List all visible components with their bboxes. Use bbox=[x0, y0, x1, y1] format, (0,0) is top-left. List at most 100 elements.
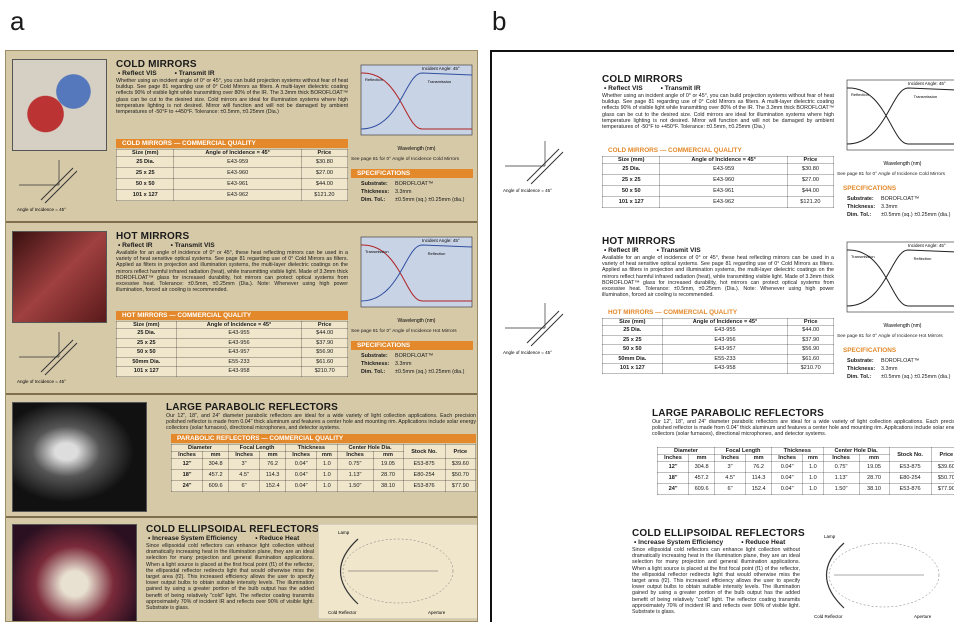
column-header: Angle of Incidence = 45° bbox=[660, 157, 787, 164]
unit-header: Inches bbox=[229, 452, 260, 459]
product-section: Angle of Incidence = 45°COLD MIRRORS• Re… bbox=[492, 66, 954, 238]
table-cell: 0.04" bbox=[772, 462, 803, 473]
table-cell: 12" bbox=[658, 462, 689, 473]
table-row: 50 x 50E43-957$56.90 bbox=[117, 348, 348, 358]
column-header: Size (mm) bbox=[603, 157, 660, 164]
table-row: 101 x 127E43-958$210.70 bbox=[117, 367, 348, 377]
table-cell: 50 x 50 bbox=[117, 179, 174, 190]
graph-title: Incident Angle: 45° bbox=[422, 238, 460, 243]
table-cell: E43-957 bbox=[662, 345, 788, 355]
table-cell: 18" bbox=[658, 473, 689, 484]
table-row: 25 x 25E43-960$27.00 bbox=[603, 175, 834, 186]
table-cell: 76.2 bbox=[260, 459, 286, 470]
mirror-line bbox=[41, 168, 73, 200]
table-row: 50mm Dia.E55-233$61.60 bbox=[603, 354, 834, 364]
spec-row: Substrate:BOROFLOAT™ bbox=[847, 358, 954, 364]
graph-xlabel: Wavelength (nm) bbox=[398, 318, 436, 324]
diagram-label: Angle of Incidence = 45° bbox=[503, 188, 552, 193]
table-cell: E53-875 bbox=[403, 459, 445, 470]
spec-value: ±0.5mm (sq.) ±0.25mm (dia.) bbox=[881, 374, 950, 380]
table-row: 12"304.83"76.20.04"1.00.75"19.05E53-875$… bbox=[172, 459, 476, 470]
product-section: Angle of Incidence = 45°HOT MIRRORS• Ref… bbox=[6, 223, 477, 395]
table-cell: 0.04" bbox=[286, 470, 317, 481]
mirror-line bbox=[41, 340, 73, 372]
specs-title: SPECIFICATIONS bbox=[837, 346, 954, 355]
bullets: • Reflect VIS• Transmit IR bbox=[118, 70, 233, 77]
graph-xlabel: Wavelength (nm) bbox=[398, 146, 436, 152]
bullet: • Reflect IR bbox=[604, 247, 639, 254]
photo bbox=[12, 402, 147, 512]
price-table: DiameterFocal LengthThicknessCenter Hole… bbox=[657, 447, 954, 495]
table-cell: 1.0 bbox=[803, 484, 823, 495]
table-cell: $39.60 bbox=[931, 462, 954, 473]
price-table: Size (mm)Angle of Incidence = 45°Price25… bbox=[602, 156, 834, 208]
table-cell: $50.70 bbox=[931, 473, 954, 484]
note: See page 81 for 0° Angle of Incidence Co… bbox=[837, 172, 954, 177]
spec-row: Thickness:3.3mm bbox=[361, 361, 473, 367]
table-cell: 457.2 bbox=[689, 473, 715, 484]
table-cell: 28.70 bbox=[859, 473, 889, 484]
spec-label: Dim. Tol.: bbox=[361, 197, 395, 203]
table-cell: 25 Dia. bbox=[603, 164, 660, 175]
spectrum-graph: Incident Angle: 45°ReflectionTransmissio… bbox=[837, 76, 954, 168]
spec-row: Substrate:BOROFLOAT™ bbox=[361, 181, 473, 187]
diagram-label: Lamp bbox=[338, 530, 350, 535]
column-header: Price bbox=[301, 150, 347, 157]
table-cell: 19.05 bbox=[373, 459, 403, 470]
table-cell: $27.00 bbox=[301, 168, 347, 179]
bullet: • Reduce Heat bbox=[741, 539, 785, 546]
table-cell: $44.00 bbox=[301, 179, 347, 190]
spec-value: ±0.5mm (sq.) ±0.25mm (dia.) bbox=[395, 197, 464, 203]
table-cell: 1.50" bbox=[823, 484, 859, 495]
diagram-label: Angle of Incidence = 45° bbox=[17, 379, 66, 384]
table-cell: E43-962 bbox=[660, 197, 787, 208]
spec-row: Substrate:BOROFLOAT™ bbox=[361, 353, 473, 359]
table-cell: 25 x 25 bbox=[603, 335, 663, 345]
table-row: 25 Dia.E43-959$30.80 bbox=[603, 164, 834, 175]
table-cell: 1.0 bbox=[317, 470, 337, 481]
table-cell: 1.13" bbox=[337, 470, 373, 481]
unit-header: mm bbox=[203, 452, 229, 459]
spec-label: Thickness: bbox=[361, 189, 395, 195]
table-header-row: Size (mm)Angle of Incidence = 45°Price bbox=[603, 157, 834, 164]
table-row: 101 x 127E43-962$121.20 bbox=[603, 197, 834, 208]
table-cell: 1.13" bbox=[823, 473, 859, 484]
diagram-label: Cold Reflector bbox=[328, 610, 357, 615]
table-cell: $50.70 bbox=[445, 470, 475, 481]
spec-value: 3.3mm bbox=[395, 189, 411, 195]
table-cell: 0.75" bbox=[823, 462, 859, 473]
column-header: Stock No. bbox=[889, 448, 931, 462]
column-header: Focal Length bbox=[715, 448, 772, 455]
bullet: • Transmit VIS bbox=[171, 242, 215, 249]
table-row: 25 Dia.E43-955$44.00 bbox=[117, 329, 348, 339]
spec-value: BOROFLOAT™ bbox=[881, 358, 919, 364]
spectrum-graph: Incident Angle: 45°TransmissionReflectio… bbox=[837, 238, 954, 330]
bullet: • Transmit VIS bbox=[657, 247, 701, 254]
spec-label: Dim. Tol.: bbox=[847, 374, 881, 380]
table-header-row: DiameterFocal LengthThicknessCenter Hole… bbox=[172, 445, 476, 452]
bullets: • Increase System Efficiency• Reduce Hea… bbox=[148, 535, 317, 542]
unit-header: Inches bbox=[715, 455, 746, 462]
table-cell: $77.90 bbox=[445, 481, 475, 492]
price-table: Size (mm)Angle of Incidence = 45°Price25… bbox=[116, 321, 348, 377]
table-cell: 114.3 bbox=[746, 473, 772, 484]
section-title: COLD MIRRORS bbox=[116, 59, 197, 70]
table-cell: 0.75" bbox=[337, 459, 373, 470]
table-cell: 25 x 25 bbox=[117, 338, 177, 348]
table-cell: 4.5" bbox=[715, 473, 746, 484]
table-cell: $37.90 bbox=[302, 338, 348, 348]
table-cell: 101 x 127 bbox=[117, 190, 174, 201]
body-text: Since ellipsoidal cold reflectors can en… bbox=[146, 543, 314, 611]
scan-original: Angle of Incidence = 45°COLD MIRRORS• Re… bbox=[5, 50, 478, 622]
table-cell: 1.0 bbox=[803, 473, 823, 484]
scan-processed: Angle of Incidence = 45°COLD MIRRORS• Re… bbox=[490, 50, 954, 622]
table-cell: 609.6 bbox=[689, 484, 715, 495]
spec-label: Dim. Tol.: bbox=[361, 369, 395, 375]
spec-value: ±0.5mm (sq.) ±0.25mm (dia.) bbox=[395, 369, 464, 375]
table-cell: 25 Dia. bbox=[117, 157, 174, 168]
bullet: • Reflect IR bbox=[118, 242, 153, 249]
